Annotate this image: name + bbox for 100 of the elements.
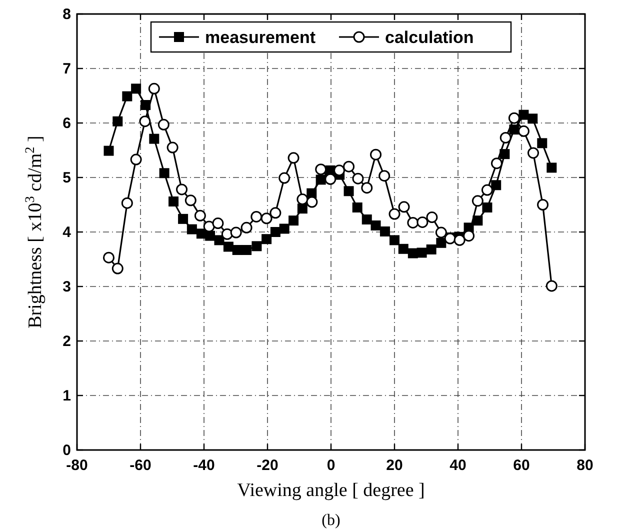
legend-label: measurement [205,28,316,47]
point [252,241,262,252]
point [370,148,382,160]
point [288,152,300,164]
point [362,214,372,224]
point [194,210,206,222]
y-tick-label: 8 [62,6,71,23]
point [148,82,160,94]
point [518,125,530,137]
point [537,199,549,210]
point [221,228,233,240]
point [297,204,308,214]
x-tick-label: 40 [450,457,466,474]
point [528,114,538,124]
point [159,168,170,178]
point [500,132,512,144]
point [481,184,493,196]
point [463,230,475,242]
point [398,244,408,254]
point [270,207,282,219]
point [472,195,484,207]
point [352,172,364,184]
point [352,202,362,212]
x-tick-label: 20 [386,457,403,474]
point [270,227,280,237]
point [380,226,390,236]
point [122,91,132,102]
point [112,116,123,126]
point [260,212,272,224]
point [491,180,502,190]
x-tick-label: -20 [256,457,278,474]
point [131,84,142,94]
y-tick-label: 2 [62,333,71,350]
point [296,194,308,206]
point [278,172,290,184]
point [178,214,188,224]
point [454,234,466,246]
point [223,242,234,252]
point [324,173,336,185]
y-tick-label: 3 [62,278,71,296]
point [250,210,262,222]
point [426,212,438,224]
point [103,252,114,264]
point [344,186,354,196]
point [184,194,196,206]
x-tick-label: 60 [513,457,530,474]
y-tick-label: 7 [62,60,71,78]
point [203,220,215,232]
point [112,262,124,274]
point [279,224,290,234]
point [537,138,548,148]
y-tick-label: 1 [62,388,71,404]
point [186,224,197,234]
point [306,196,318,208]
point [230,226,242,238]
point [508,112,520,124]
point [104,146,114,156]
point [130,154,142,166]
point [149,134,160,144]
x-tick-label: 80 [576,457,594,474]
x-tick-label: -40 [193,457,215,474]
x-tick-label: -80 [66,457,88,474]
x-axis-title: Viewing angle [ degree ] [237,480,425,501]
point [176,184,188,196]
y-tick-label: 0 [62,442,71,459]
y-tick-label: 4 [62,224,72,241]
point [158,118,170,130]
point [288,216,299,226]
text: (b) [322,512,340,529]
point [436,238,446,248]
point [378,170,390,182]
point [214,235,224,246]
legend-label: calculation [385,28,474,47]
point [166,142,178,154]
x-tick-label: -60 [130,457,152,474]
y-tick-label: 6 [62,115,71,132]
point [212,218,224,230]
point [482,202,492,212]
point [168,196,179,206]
point [435,226,447,238]
point [139,116,151,128]
point [262,234,272,244]
x-tick-label: 0 [326,457,336,474]
y-tick-label: 5 [62,170,71,186]
point [416,216,428,228]
point [370,220,381,230]
point [240,222,252,234]
point [546,162,557,173]
point [398,201,410,213]
point [490,158,502,170]
point [472,216,483,226]
point [361,182,373,194]
point [408,248,418,258]
point [426,244,436,254]
point [315,164,327,176]
point [343,160,355,172]
point [334,164,346,176]
point [527,147,539,159]
point [242,244,252,255]
point [121,197,133,209]
